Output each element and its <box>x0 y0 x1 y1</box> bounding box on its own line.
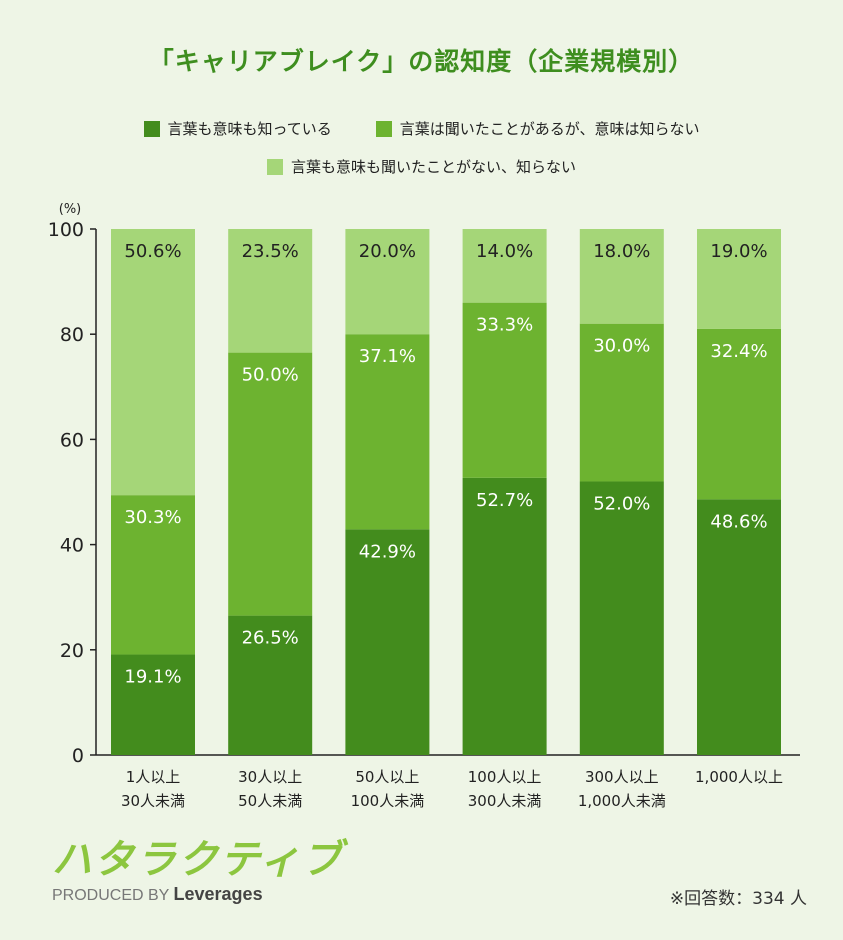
bar-segment <box>579 323 664 482</box>
bar-value-label: 30.0% <box>593 336 650 357</box>
respondent-note: ※回答数：334 人 <box>669 889 807 909</box>
bar-value-label: 52.0% <box>593 493 650 514</box>
bar-segment <box>111 229 195 496</box>
stacked-bar-chart: (%) 0 20 40 60 80 100 19.1% 30.3% 50.6% 1人以上 30人未満 2… <box>48 202 800 810</box>
bar-segment <box>462 229 547 303</box>
bar-segment <box>579 481 664 755</box>
bar-segment <box>228 615 313 755</box>
legend-row-2: 言葉も意味も聞いたことがない、知らない <box>0 156 843 177</box>
y-tick-label: 80 <box>60 324 84 346</box>
x-category-label: 30人未満 <box>121 792 185 810</box>
bar-value-label: 48.6% <box>710 511 767 532</box>
bar-value-label: 23.5% <box>242 241 299 262</box>
logo-wordmark: ハタラクティブ <box>52 837 344 883</box>
bar-value-label: 52.7% <box>476 490 533 511</box>
bar-segment <box>697 499 781 755</box>
logo: ハタラクティブ PRODUCED BY Leverages <box>52 838 344 905</box>
bar-segment <box>345 229 430 335</box>
x-category-label: 50人以上 <box>355 768 419 786</box>
x-category-label: 1,000人以上 <box>695 768 783 786</box>
y-tick-label: 20 <box>60 640 84 662</box>
legend-label-known: 言葉も意味も知っている <box>167 120 332 138</box>
bar-value-label: 42.9% <box>359 541 416 562</box>
bar-value-label: 30.3% <box>124 507 181 528</box>
chart-title: 「キャリアブレイク」の認知度（企業規模別） <box>148 47 695 76</box>
x-category-label: 300人以上 <box>585 768 659 786</box>
bar-segment <box>228 229 313 353</box>
bar-value-label: 50.6% <box>124 241 181 262</box>
produced-by: PRODUCED BY Leverages <box>52 884 344 905</box>
bar-segment <box>111 654 195 755</box>
bar-segment <box>462 302 547 478</box>
bar-segment <box>111 495 195 655</box>
legend-label-heard: 言葉は聞いたことがあるが、意味は知らない <box>399 120 700 138</box>
y-tick-label: 60 <box>60 429 84 451</box>
bar-segment <box>228 352 313 616</box>
x-category-label: 50人未満 <box>238 792 302 810</box>
legend-label-unknown: 言葉も意味も聞いたことがない、知らない <box>290 158 576 176</box>
bar-value-label: 32.4% <box>710 341 767 362</box>
legend-item-heard: 言葉は聞いたことがあるが、意味は知らない <box>375 118 700 139</box>
bar-value-label: 50.0% <box>242 365 299 386</box>
bar-segment <box>697 328 781 500</box>
produced-by-label: PRODUCED BY <box>52 887 170 904</box>
y-tick-label: 40 <box>60 535 84 557</box>
x-category-label: 100人以上 <box>468 768 542 786</box>
x-category-label: 1人以上 <box>126 768 181 786</box>
brand-name: Leverages <box>173 884 263 904</box>
y-tick-label: 100 <box>48 219 84 241</box>
bar-value-label: 20.0% <box>359 241 416 262</box>
bar-segment <box>462 477 547 755</box>
bar-segment <box>579 229 664 324</box>
bar-segment <box>345 334 430 530</box>
legend-swatch-known <box>143 120 160 137</box>
x-category-label: 100人未満 <box>351 792 425 810</box>
bar-value-label: 37.1% <box>359 346 416 367</box>
bar-value-label: 19.1% <box>124 667 181 688</box>
bar-segment <box>697 229 781 329</box>
x-category-label: 1,000人未満 <box>578 792 666 810</box>
x-category-label: 30人以上 <box>238 768 302 786</box>
x-category-label: 300人未満 <box>468 792 542 810</box>
bar-value-label: 19.0% <box>710 241 767 262</box>
bar-value-label: 18.0% <box>593 241 650 262</box>
bar-value-label: 33.3% <box>476 315 533 336</box>
bar-value-label: 14.0% <box>476 241 533 262</box>
bar-segment <box>345 529 430 755</box>
legend-row-1: 言葉も意味も知っている 言葉は聞いたことがあるが、意味は知らない <box>0 118 843 139</box>
legend-swatch-unknown <box>266 158 283 175</box>
y-unit-label: (%) <box>59 202 82 217</box>
legend-item-known: 言葉も意味も知っている <box>143 118 332 139</box>
legend-item-unknown: 言葉も意味も聞いたことがない、知らない <box>266 156 576 177</box>
legend-swatch-heard <box>375 120 392 137</box>
y-tick-label: 0 <box>72 745 84 767</box>
bar-value-label: 26.5% <box>242 628 299 649</box>
